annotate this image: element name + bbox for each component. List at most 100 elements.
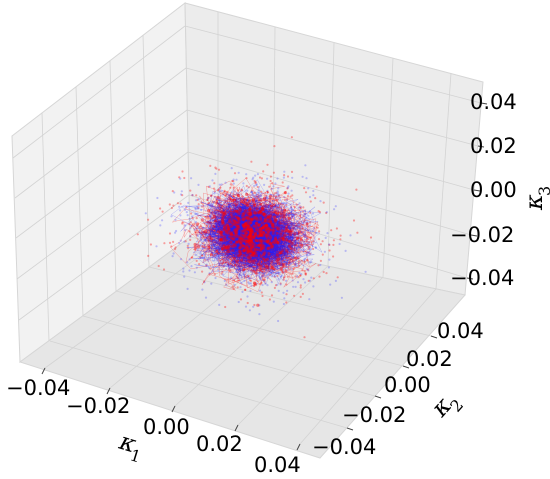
scatter-point-series-1 (266, 163, 269, 166)
scatter-point-core (268, 234, 272, 238)
scatter-point-series-1 (191, 256, 194, 259)
scatter-point-series-2 (179, 258, 183, 261)
scatter-point-core (281, 262, 285, 267)
scatter-point-series-1 (215, 212, 218, 215)
x-tick-label: −0.02 (66, 394, 130, 418)
scatter-point-series-1 (248, 261, 251, 264)
scatter-point-series-1 (220, 247, 223, 250)
scatter-point-series-2 (282, 291, 285, 294)
scatter-point-series-1 (289, 230, 292, 233)
scatter-point-series-1 (303, 270, 306, 273)
scatter-point-series-1 (244, 233, 247, 236)
scatter-point-series-1 (231, 234, 234, 237)
scatter-point-series-2 (272, 205, 275, 209)
scatter-point-series-1 (250, 251, 253, 254)
trajectory-series-1 (211, 201, 319, 283)
scatter-point-series-1 (285, 301, 288, 304)
scatter-point-series-2 (217, 234, 220, 237)
scatter-point-series-1 (238, 239, 241, 242)
scatter-point-series-2 (283, 195, 286, 199)
scatter-point-series-2 (219, 214, 222, 217)
scatter-point-series-1 (224, 305, 227, 309)
scatter-point-series-1 (267, 222, 270, 225)
scatter-point-series-1 (207, 221, 210, 224)
scatter-point-series-1 (271, 220, 274, 223)
scatter-point-series-1 (225, 253, 229, 256)
scatter-point-core (253, 210, 257, 215)
scatter-point-series-1 (260, 291, 263, 294)
scatter-point-series-1 (229, 269, 232, 272)
scatter-point-series-2 (215, 258, 218, 261)
scatter-point-series-1 (263, 220, 267, 223)
scatter-point-series-1 (281, 238, 284, 241)
scatter-point-core (259, 218, 263, 222)
scatter-point-series-2 (171, 255, 174, 258)
scatter-point-series-1 (272, 244, 275, 247)
scatter-point-core (250, 259, 254, 263)
scatter-point-series-2 (297, 222, 300, 225)
trajectory-series-2 (223, 193, 284, 259)
scatter-point-series-1 (298, 214, 301, 217)
scatter-point-series-1 (272, 229, 275, 232)
scatter-point-core (287, 230, 291, 234)
scatter-point-series-1 (269, 264, 273, 267)
scatter-point-core (226, 250, 230, 254)
scatter-point-series-1 (260, 190, 263, 193)
grid-line (327, 42, 335, 267)
scatter-point-series-2 (222, 252, 225, 256)
scatter-point-series-1 (216, 252, 219, 255)
scatter-point-series-1 (202, 242, 205, 245)
scatter-point-series-2 (248, 282, 251, 285)
scatter-point-series-2 (210, 282, 213, 285)
scatter-point-series-1 (244, 250, 247, 253)
scatter-point-series-1 (289, 195, 292, 198)
scatter-point-series-1 (207, 201, 211, 205)
scatter-point-core (234, 221, 239, 225)
scatter-point-series-1 (250, 229, 253, 232)
scatter-point-series-1 (262, 207, 265, 210)
scatter-point-series-1 (270, 232, 273, 235)
scatter-point-series-2 (226, 209, 230, 212)
scatter-point-series-2 (258, 200, 261, 203)
trajectory-series-2 (217, 210, 294, 252)
scatter-point-series-1 (318, 230, 321, 233)
trajectory-series-1 (206, 186, 311, 265)
scatter-point-series-1 (262, 170, 265, 173)
scatter-point-series-2 (264, 271, 267, 274)
scatter-point-series-1 (198, 263, 201, 266)
scatter-point-series-2 (325, 211, 328, 214)
scatter-point-series-1 (276, 243, 279, 246)
scatter-point-series-1 (292, 232, 295, 235)
scatter-point-series-1 (257, 236, 260, 239)
scatter-point-series-1 (213, 254, 216, 257)
scatter-point-series-2 (296, 242, 299, 245)
trajectory-series-2 (180, 200, 273, 270)
scatter-point-series-2 (218, 212, 221, 215)
scatter-point-series-2 (264, 226, 267, 229)
scatter-point-core (272, 228, 276, 232)
scatter-point-series-2 (211, 179, 214, 182)
scatter-point-series-2 (312, 194, 315, 197)
scatter-point-series-1 (286, 195, 290, 198)
grid-line (187, 151, 472, 236)
trajectory-series-1 (206, 206, 287, 264)
scatter-point-series-1 (265, 241, 268, 244)
scatter-point-series-2 (290, 210, 293, 213)
scatter-point-series-1 (215, 167, 218, 170)
scatter-point-series-1 (332, 239, 335, 242)
scatter-point-series-1 (271, 230, 274, 233)
scatter-point-series-2 (282, 176, 285, 179)
scatter-point-series-2 (241, 290, 244, 293)
scatter-point-series-2 (273, 275, 276, 278)
scatter-point-series-1 (191, 217, 194, 220)
trajectory-series-1 (207, 217, 262, 268)
scatter-point-series-1 (258, 221, 261, 224)
scatter-point-series-1 (207, 217, 210, 220)
scatter-point-series-1 (206, 198, 209, 202)
scatter-point-series-1 (222, 229, 225, 232)
scatter-point-series-1 (251, 233, 254, 237)
scatter-point-series-2 (196, 233, 199, 236)
scatter-point-core (285, 249, 289, 253)
scatter-point-series-2 (237, 171, 240, 174)
scatter-point-series-2 (279, 275, 282, 278)
